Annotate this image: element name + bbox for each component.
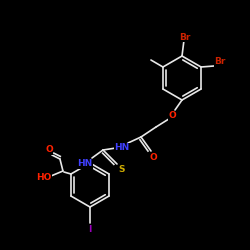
Text: O: O: [168, 112, 176, 120]
Text: HO: HO: [36, 174, 52, 182]
Text: Br: Br: [179, 32, 191, 42]
Text: HN: HN: [78, 160, 92, 168]
Text: O: O: [45, 146, 53, 154]
Text: Br: Br: [214, 58, 226, 66]
Text: HN: HN: [114, 144, 130, 152]
Text: I: I: [88, 224, 92, 234]
Text: O: O: [149, 152, 157, 162]
Text: S: S: [119, 166, 125, 174]
